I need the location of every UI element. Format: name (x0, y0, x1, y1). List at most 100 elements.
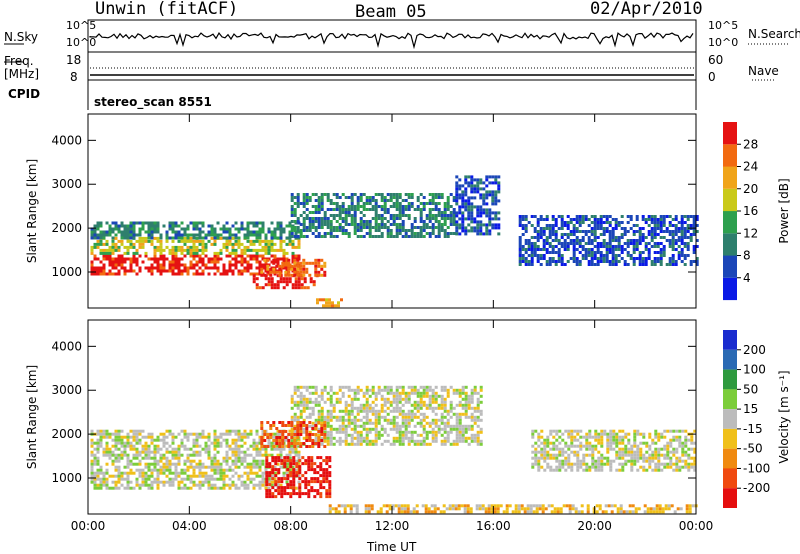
data-cell (177, 260, 181, 264)
data-cell (258, 286, 262, 290)
data-cell (332, 436, 336, 440)
data-cell (156, 435, 160, 439)
data-cell (687, 462, 691, 466)
data-cell (395, 196, 399, 199)
data-cell (624, 450, 628, 454)
data-cell (123, 260, 127, 264)
data-cell (329, 394, 333, 398)
data-cell (319, 474, 323, 478)
data-cell (302, 264, 306, 268)
freq-tick-low: 8 (70, 70, 78, 84)
data-cell (452, 214, 456, 217)
data-cell (401, 409, 405, 413)
data-cell (320, 406, 324, 410)
data-cell (271, 492, 275, 496)
data-cell (689, 215, 693, 218)
data-cell (102, 474, 106, 478)
data-cell (314, 226, 318, 229)
data-cell (261, 254, 265, 258)
data-cell (255, 453, 259, 457)
data-cell (308, 273, 312, 277)
data-cell (397, 504, 401, 508)
data-cell (401, 412, 405, 416)
data-cell (443, 409, 447, 413)
data-cell (234, 483, 238, 487)
data-cell (672, 435, 676, 439)
data-cell (638, 251, 642, 254)
data-cell (651, 459, 655, 463)
data-cell (407, 436, 411, 440)
data-cell (551, 251, 555, 254)
data-cell (338, 388, 342, 392)
data-cell (554, 230, 558, 233)
data-cell (540, 450, 544, 454)
data-cell (96, 444, 100, 448)
data-cell (470, 190, 474, 194)
data-cell (446, 391, 450, 395)
data-cell (608, 233, 612, 236)
data-cell (605, 218, 609, 221)
data-cell (395, 226, 399, 229)
data-cell (293, 270, 297, 274)
data-cell (567, 453, 571, 457)
data-cell (608, 260, 612, 263)
data-cell (383, 217, 387, 220)
data-cell (570, 432, 574, 436)
data-cell (123, 257, 127, 261)
data-cell (213, 242, 217, 246)
data-cell (150, 456, 154, 460)
data-cell (126, 477, 130, 481)
data-cell (320, 388, 324, 392)
data-cell (317, 217, 321, 220)
data-cell (395, 430, 399, 434)
data-cell (93, 269, 97, 273)
data-cell (288, 450, 292, 454)
data-cell (264, 450, 268, 454)
data-cell (531, 432, 535, 436)
data-cell (686, 245, 690, 248)
data-cell (222, 480, 226, 484)
data-cell (605, 260, 609, 263)
data-cell (294, 450, 298, 454)
data-cell (114, 224, 118, 228)
data-cell (407, 385, 411, 389)
data-cell (249, 272, 253, 276)
data-cell (651, 453, 655, 457)
data-cell (177, 233, 181, 237)
data-cell (286, 483, 290, 487)
data-cell (195, 435, 199, 439)
data-cell (171, 221, 175, 225)
data-cell (117, 224, 121, 228)
data-cell (278, 436, 282, 439)
data-cell (295, 465, 299, 469)
data-cell (566, 233, 570, 236)
data-cell (672, 447, 676, 451)
data-cell (452, 439, 456, 443)
data-cell (407, 394, 411, 398)
data-cell (288, 224, 292, 228)
data-cell (371, 391, 375, 395)
data-cell (240, 263, 244, 267)
data-cell (416, 400, 420, 404)
data-cell (290, 427, 294, 431)
data-cell (479, 418, 483, 422)
data-cell (689, 224, 693, 227)
data-cell (326, 439, 330, 443)
data-cell (389, 409, 393, 413)
data-cell (195, 272, 199, 276)
data-cell (123, 227, 127, 231)
data-cell (308, 439, 312, 442)
data-cell (204, 465, 208, 469)
data-cell (338, 385, 342, 389)
data-cell (530, 251, 534, 254)
data-cell (383, 430, 387, 434)
data-cell (422, 415, 426, 419)
data-cell (246, 432, 250, 436)
data-cell (295, 471, 299, 475)
data-cell (407, 214, 411, 217)
data-cell (383, 208, 387, 211)
data-cell (431, 193, 435, 196)
data-cell (630, 447, 634, 451)
data-cell (237, 269, 241, 273)
data-cell (340, 504, 344, 508)
